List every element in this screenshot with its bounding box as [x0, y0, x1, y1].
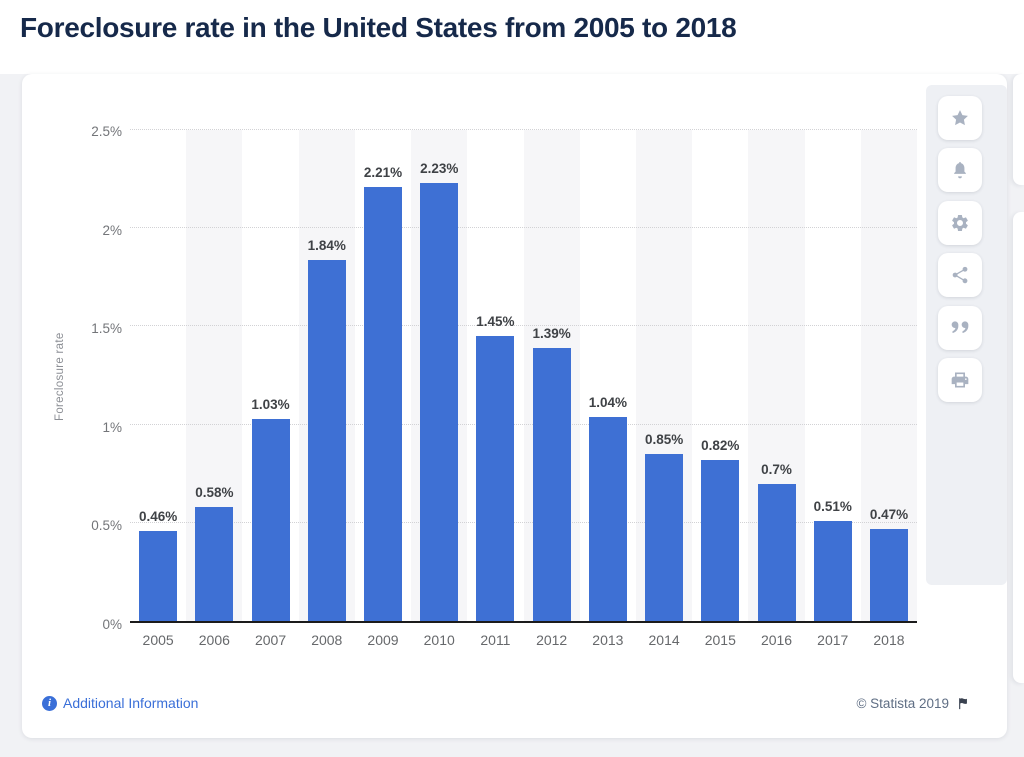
- bar-2015[interactable]: [701, 459, 740, 621]
- chart-column-2013: 1.04% 2013: [580, 130, 636, 648]
- value-label-2011: 1.45%: [476, 314, 515, 330]
- plot-area: 0.46% 2005 0.58% 2006 1.03% 2007 1.84% 2008 2.21…: [130, 129, 917, 648]
- share-button[interactable]: [938, 253, 982, 297]
- value-label-2010: 2.23%: [420, 161, 459, 177]
- value-label-2018: 0.47%: [869, 506, 909, 522]
- chart-column-2008: 1.84% 2008: [299, 130, 355, 648]
- chart-column-2014: 0.85% 2014: [636, 130, 692, 648]
- chart-column-2018: 0.47% 2018: [861, 130, 917, 648]
- x-axis-label-2017: 2017: [817, 632, 849, 648]
- additional-information-link[interactable]: i Additional Information: [42, 695, 198, 711]
- chart-column-2005: 0.46% 2005: [130, 130, 186, 648]
- value-label-2016: 0.7%: [761, 461, 792, 477]
- bar-2007[interactable]: [251, 418, 290, 621]
- card-footer: i Additional Information © Statista 2019: [42, 688, 971, 718]
- gridline: [130, 325, 917, 327]
- cite-button[interactable]: [938, 306, 982, 350]
- alert-button[interactable]: [938, 148, 982, 192]
- y-axis: 0% 0.5% 1% 1.5% 2% 2.5%: [22, 124, 122, 632]
- bar-2014[interactable]: [645, 454, 684, 621]
- chart-column-2010: 2.23% 2010: [411, 130, 467, 648]
- x-axis-label-2007: 2007: [254, 632, 287, 648]
- x-axis-label-2014: 2014: [648, 632, 680, 648]
- x-axis-label-2016: 2016: [760, 632, 793, 648]
- x-axis-label-2013: 2013: [592, 632, 624, 648]
- bell-icon: [954, 161, 966, 179]
- info-icon: i: [42, 695, 57, 711]
- y-axis-tick-label: 1.5%: [91, 321, 122, 337]
- bar-2005[interactable]: [139, 530, 178, 621]
- bar-columns: 0.46% 2005 0.58% 2006 1.03% 2007 1.84% 2008 2.21…: [130, 130, 917, 648]
- x-axis-label-2012: 2012: [536, 632, 568, 648]
- page-title: Foreclosure rate in the United States fr…: [20, 12, 737, 43]
- value-label-2017: 0.51%: [813, 498, 852, 514]
- print-button[interactable]: [938, 358, 982, 402]
- value-label-2013: 1.04%: [588, 394, 627, 410]
- y-axis-tick-label: 2%: [102, 222, 122, 238]
- printer-icon: [951, 372, 969, 388]
- chart-column-2016: 0.7% 2016: [748, 130, 804, 648]
- gear-icon: [952, 214, 968, 232]
- x-axis-label-2015: 2015: [704, 632, 736, 648]
- bar-2016[interactable]: [757, 483, 796, 621]
- chart-column-2017: 0.51% 2017: [805, 130, 861, 648]
- flag-icon: [959, 697, 967, 709]
- bar-2013[interactable]: [588, 416, 627, 621]
- favorite-button[interactable]: [938, 96, 982, 140]
- chart-column-2009: 2.21% 2009: [355, 130, 411, 648]
- y-axis-tick-label: 0%: [102, 617, 122, 632]
- bar-2011[interactable]: [476, 336, 515, 621]
- value-label-2007: 1.03%: [251, 396, 290, 412]
- header-band: Foreclosure rate in the United States fr…: [0, 0, 1024, 74]
- x-axis-label-2011: 2011: [480, 632, 511, 648]
- chart-column-2015: 0.82% 2015: [692, 130, 748, 648]
- bar-2009[interactable]: [363, 186, 402, 621]
- bar-2017[interactable]: [813, 520, 852, 621]
- bar-2008[interactable]: [307, 259, 346, 621]
- chart-column-2011: 1.45% 2011: [467, 130, 523, 648]
- value-label-2015: 0.82%: [701, 437, 740, 453]
- bar-2012[interactable]: [532, 348, 571, 621]
- chart-card: Foreclosure rate 0% 0.5% 1% 1.5% 2% 2.5% 0.46…: [22, 74, 1007, 738]
- chart-column-2012: 1.39% 2012: [524, 130, 580, 648]
- value-label-2009: 2.21%: [363, 164, 403, 180]
- star-icon: [952, 110, 968, 126]
- y-axis-tick-label: 1%: [102, 419, 122, 435]
- right-edge-panel-top: [1013, 74, 1024, 185]
- x-axis-label-2005: 2005: [142, 632, 174, 648]
- chart-toolbar: [926, 85, 1007, 585]
- gridline: [130, 423, 917, 425]
- quote-icon: [951, 321, 969, 333]
- y-axis-tick-label: 0.5%: [91, 518, 122, 534]
- value-label-2014: 0.85%: [644, 432, 684, 448]
- right-edge-panel-bottom: [1013, 212, 1024, 683]
- share-icon: [952, 266, 968, 284]
- x-axis-label-2010: 2010: [423, 632, 455, 648]
- x-axis-label-2006: 2006: [198, 632, 230, 648]
- value-label-2008: 1.84%: [307, 237, 346, 253]
- bar-2006[interactable]: [195, 507, 234, 621]
- x-axis-label-2018: 2018: [873, 632, 905, 648]
- value-label-2005: 0.46%: [138, 508, 178, 524]
- bar-2010[interactable]: [420, 183, 459, 621]
- copyright-text: © Statista 2019: [856, 695, 949, 711]
- additional-information-label: Additional Information: [63, 695, 199, 711]
- value-label-2006: 0.58%: [195, 485, 234, 501]
- x-axis-label-2008: 2008: [311, 632, 343, 648]
- gridline: [130, 227, 917, 229]
- gridline: [130, 129, 917, 130]
- bar-2018[interactable]: [869, 528, 908, 621]
- settings-button[interactable]: [938, 201, 982, 245]
- x-axis-label-2009: 2009: [367, 632, 399, 648]
- chart-column-2006: 0.58% 2006: [186, 130, 242, 648]
- y-axis-tick-label: 2.5%: [91, 124, 122, 139]
- value-label-2012: 1.39%: [532, 326, 571, 342]
- gridline: [130, 521, 917, 523]
- chart-column-2007: 1.03% 2007: [242, 130, 298, 648]
- report-flag-button[interactable]: [956, 696, 971, 711]
- copyright: © Statista 2019: [856, 696, 971, 711]
